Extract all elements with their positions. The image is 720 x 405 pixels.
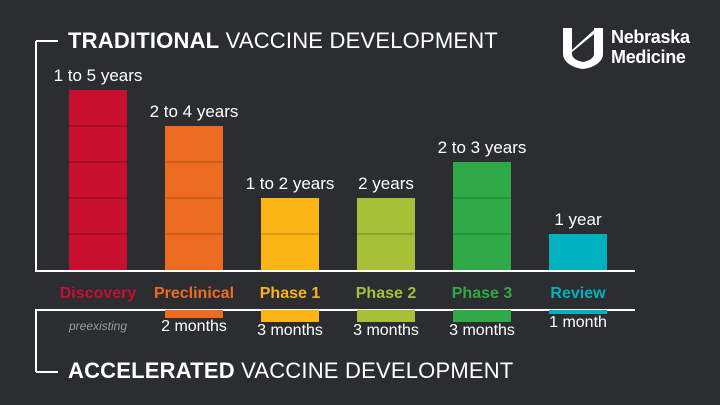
accelerated-bar-phase-1	[261, 310, 319, 322]
traditional-bar-phase-2	[357, 198, 415, 270]
logo-line-1: Nebraska	[611, 27, 690, 47]
accelerated-duration-label: 3 months	[353, 322, 419, 339]
nebraska-medicine-n-mark-icon	[563, 28, 603, 69]
accelerated-duration-label: 1 month	[549, 314, 607, 331]
accelerated-bar-phase-3	[453, 310, 511, 322]
category-label-phase-3: Phase 3	[452, 285, 513, 302]
accelerated-bar-phase-2	[357, 310, 415, 322]
traditional-title-rest: VACCINE DEVELOPMENT	[219, 28, 498, 53]
traditional-duration-label: 2 years	[358, 174, 414, 193]
accelerated-title-rest: VACCINE DEVELOPMENT	[234, 358, 514, 383]
accelerated-duration-label: 2 months	[161, 318, 227, 335]
accelerated-duration-label: 3 months	[257, 322, 323, 339]
accelerated-bracket	[35, 309, 635, 372]
category-label-discovery: Discovery	[60, 285, 137, 302]
traditional-duration-label: 1 to 5 years	[54, 66, 143, 85]
traditional-bracket	[35, 41, 635, 272]
accelerated-duration-label: 3 months	[449, 322, 515, 339]
traditional-bar-review	[549, 234, 607, 270]
traditional-title: TRADITIONAL VACCINE DEVELOPMENT	[68, 28, 498, 54]
accelerated-bar-preclinical	[165, 310, 223, 318]
traditional-duration-label: 1 to 2 years	[246, 174, 335, 193]
traditional-bar-phase-1	[261, 198, 319, 270]
accelerated-title-bold: ACCELERATED	[68, 358, 235, 383]
traditional-bar-preclinical	[165, 126, 223, 270]
traditional-duration-label: 2 to 3 years	[438, 138, 527, 157]
accelerated-duration-label: preexisting	[68, 319, 127, 333]
traditional-title-bold: TRADITIONAL	[68, 28, 220, 53]
category-label-phase-1: Phase 1	[260, 285, 321, 302]
category-label-preclinical: Preclinical	[154, 285, 234, 302]
traditional-bar-phase-3	[453, 162, 511, 270]
logo-line-2: Medicine	[611, 47, 686, 67]
accelerated-title: ACCELERATED VACCINE DEVELOPMENT	[68, 358, 513, 384]
traditional-duration-label: 1 year	[554, 210, 602, 229]
traditional-bar-discovery	[69, 90, 127, 270]
category-label-review: Review	[550, 285, 606, 302]
category-label-phase-2: Phase 2	[356, 285, 417, 302]
nebraska-medicine-logo: Nebraska Medicine	[560, 24, 710, 74]
traditional-duration-label: 2 to 4 years	[150, 102, 239, 121]
accelerated-bar-review	[549, 310, 607, 314]
logo-text: Nebraska Medicine	[611, 27, 690, 67]
